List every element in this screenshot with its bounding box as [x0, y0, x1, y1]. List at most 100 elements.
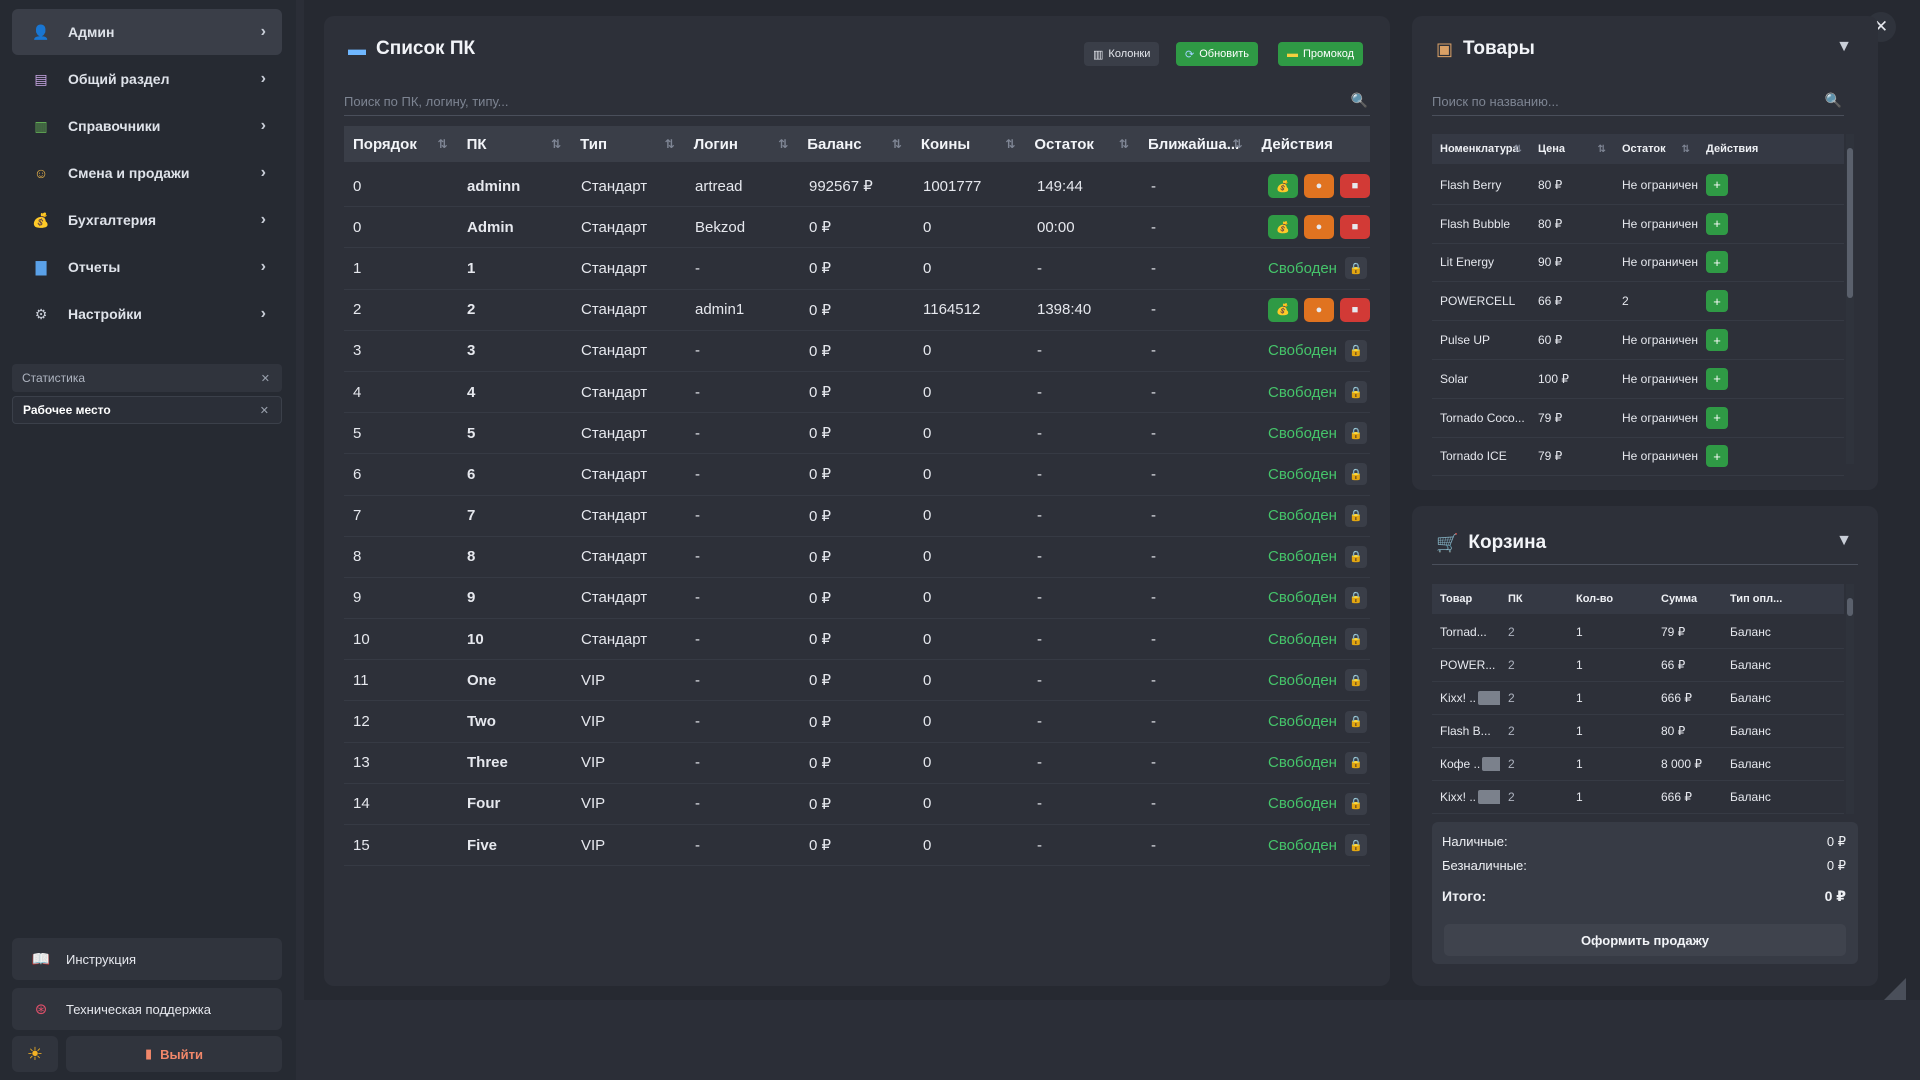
table-row[interactable]: 14 Four VIP - 0 ₽ 0 - - Свободен 🔒 [344, 784, 1370, 825]
lock-icon[interactable]: 🔒 [1344, 710, 1367, 733]
refresh-button[interactable]: ⟳ Обновить [1176, 42, 1259, 66]
table-row[interactable]: 5 5 Стандарт - 0 ₽ 0 - - Свободен 🔒 [344, 413, 1370, 455]
add-to-cart-button[interactable]: + [1706, 290, 1728, 313]
sidebar-item-4[interactable]: 💰 Бухгалтерия › [12, 197, 282, 243]
lock-icon[interactable]: 🔒 [1344, 463, 1367, 486]
column-header[interactable]: Баланс ⇅ [798, 126, 912, 162]
search-icon[interactable]: 🔍 [1824, 92, 1842, 108]
column-header[interactable]: Логин ⇅ [685, 126, 799, 162]
collapse-cart-icon[interactable]: ▼ [1836, 532, 1852, 549]
column-header[interactable]: Действия [1253, 126, 1371, 162]
tab-statistics[interactable]: Статистика ✕ [12, 364, 282, 392]
lock-icon[interactable]: 🔒 [1344, 669, 1367, 692]
table-row[interactable]: 1 1 Стандарт - 0 ₽ 0 - - Свободен 🔒 [344, 248, 1370, 290]
close-tab-icon[interactable]: ✕ [260, 372, 270, 385]
money-bag-button[interactable]: 💰 [1268, 174, 1298, 199]
column-header[interactable]: ПК ⇅ [458, 126, 572, 162]
column-header[interactable]: Остаток ⇅ [1025, 126, 1139, 162]
table-row[interactable]: 4 4 Стандарт - 0 ₽ 0 - - Свободен 🔒 [344, 372, 1370, 414]
sort-icon[interactable]: ⇅ [1597, 143, 1606, 155]
add-to-cart-button[interactable]: + [1706, 212, 1728, 235]
column-header[interactable]: Остаток ⇅ [1614, 134, 1698, 164]
table-row[interactable]: 9 9 Стандарт - 0 ₽ 0 - - Свободен 🔒 [344, 578, 1370, 620]
table-row[interactable]: 11 One VIP - 0 ₽ 0 - - Свободен 🔒 [344, 660, 1370, 702]
column-header[interactable]: Действия [1698, 134, 1824, 164]
table-row[interactable]: 3 3 Стандарт - 0 ₽ 0 - - Свободен 🔒 [344, 331, 1370, 372]
close-tab-icon[interactable]: ✕ [259, 404, 269, 417]
column-header[interactable]: Тип ⇅ [571, 126, 685, 162]
stop-button[interactable]: ■ [1340, 215, 1370, 240]
coin-button[interactable]: ● [1304, 215, 1334, 240]
lock-icon[interactable]: 🔒 [1344, 628, 1367, 651]
table-row[interactable]: 6 6 Стандарт - 0 ₽ 0 - - Свободен 🔒 [344, 454, 1370, 496]
lock-icon[interactable]: 🔒 [1344, 257, 1367, 280]
column-header[interactable]: Товар [1432, 584, 1500, 614]
goods-scrollbar[interactable] [1846, 134, 1854, 464]
add-to-cart-button[interactable]: + [1706, 251, 1728, 274]
sort-icon[interactable]: ⇅ [1118, 137, 1129, 151]
sort-icon[interactable]: ⇅ [1681, 143, 1690, 155]
lock-icon[interactable]: 🔒 [1344, 422, 1367, 445]
sidebar-item-0[interactable]: 👤 Админ › [12, 9, 282, 55]
coin-button[interactable]: ● [1304, 297, 1334, 322]
lock-icon[interactable]: 🔒 [1344, 504, 1367, 527]
sort-icon[interactable]: ⇅ [1005, 137, 1016, 151]
table-row[interactable]: 7 7 Стандарт - 0 ₽ 0 - - Свободен 🔒 [344, 496, 1370, 537]
sidebar-item-5[interactable]: ▇ Отчеты › [12, 244, 282, 290]
sidebar-item-2[interactable]: ▥ Справочники › [12, 103, 282, 149]
goods-search-input[interactable] [1432, 88, 1844, 114]
logout-button[interactable]: ▮ Выйти [66, 1036, 282, 1072]
column-header[interactable]: Порядок ⇅ [344, 126, 458, 162]
table-row[interactable]: 12 Two VIP - 0 ₽ 0 - - Свободен 🔒 [344, 701, 1370, 743]
table-row[interactable]: 2 2 Стандарт admin1 0 ₽ 1164512 1398:40 - 💰 ● ■ [344, 290, 1370, 331]
sidebar-item-3[interactable]: ☺ Смена и продажи › [12, 150, 282, 196]
sort-icon[interactable]: ⇅ [778, 137, 789, 151]
sort-icon[interactable]: ⇅ [437, 137, 448, 151]
table-row[interactable]: 0 adminn Стандарт artread 992567 ₽ 1001777 149… [344, 166, 1370, 208]
column-header[interactable]: Ближайша... ⇅ [1139, 126, 1253, 162]
scrollbar-thumb[interactable] [1847, 598, 1853, 616]
add-to-cart-button[interactable]: + [1706, 406, 1728, 429]
collapse-goods-icon[interactable]: ▼ [1836, 38, 1852, 55]
lock-icon[interactable]: 🔒 [1344, 834, 1367, 857]
column-header[interactable]: Тип опл... [1722, 584, 1834, 614]
sidebar-item-6[interactable]: ⚙ Настройки › [12, 291, 282, 337]
table-row[interactable]: 0 Admin Стандарт Bekzod 0 ₽ 0 00:00 - 💰 ● ■ [344, 207, 1370, 249]
add-to-cart-button[interactable]: + [1706, 329, 1728, 352]
table-row[interactable]: 13 Three VIP - 0 ₽ 0 - - Свободен 🔒 [344, 743, 1370, 784]
table-row[interactable]: 15 Five VIP - 0 ₽ 0 - - Свободен 🔒 [344, 825, 1370, 867]
table-row[interactable]: 10 10 Стандарт - 0 ₽ 0 - - Свободен 🔒 [344, 619, 1370, 661]
checkout-button[interactable]: Оформить продажу [1444, 924, 1846, 956]
lock-icon[interactable]: 🔒 [1344, 586, 1367, 609]
resize-handle[interactable] [1884, 978, 1906, 1000]
search-icon[interactable]: 🔍 [1350, 92, 1368, 108]
add-to-cart-button[interactable]: + [1706, 367, 1728, 390]
lock-icon[interactable]: 🔒 [1344, 545, 1367, 568]
support-button[interactable]: ⊛ Техническая поддержка [12, 988, 282, 1030]
column-header[interactable]: Сумма [1653, 584, 1722, 614]
column-header[interactable]: Номенклатура ⇅ [1432, 134, 1530, 164]
add-to-cart-button[interactable]: + [1706, 445, 1728, 468]
column-header[interactable]: Цена ⇅ [1530, 134, 1614, 164]
coin-button[interactable]: ● [1304, 174, 1334, 199]
lock-icon[interactable]: 🔒 [1344, 792, 1367, 815]
column-header[interactable]: Кол-во [1568, 584, 1653, 614]
sidebar-item-1[interactable]: ▤ Общий раздел › [12, 56, 282, 102]
stop-button[interactable]: ■ [1340, 174, 1370, 199]
table-row[interactable]: 8 8 Стандарт - 0 ₽ 0 - - Свободен 🔒 [344, 537, 1370, 578]
sort-icon[interactable]: ⇅ [664, 137, 675, 151]
lock-icon[interactable]: 🔒 [1344, 381, 1367, 404]
sort-icon[interactable]: ⇅ [891, 137, 902, 151]
columns-button[interactable]: ▥ Колонки [1084, 42, 1160, 66]
lock-icon[interactable]: 🔒 [1344, 339, 1367, 362]
column-header[interactable]: ПК [1500, 584, 1568, 614]
stop-button[interactable]: ■ [1340, 297, 1370, 322]
sort-icon[interactable]: ⇅ [551, 137, 562, 151]
money-bag-button[interactable]: 💰 [1268, 297, 1298, 322]
money-bag-button[interactable]: 💰 [1268, 215, 1298, 240]
cart-scrollbar[interactable] [1846, 584, 1854, 814]
add-to-cart-button[interactable]: + [1706, 173, 1728, 196]
sort-icon[interactable]: ⇅ [1232, 137, 1243, 151]
theme-toggle-button[interactable]: ☀ [12, 1036, 58, 1072]
tab-workplace[interactable]: Рабочее место ✕ [12, 396, 282, 424]
